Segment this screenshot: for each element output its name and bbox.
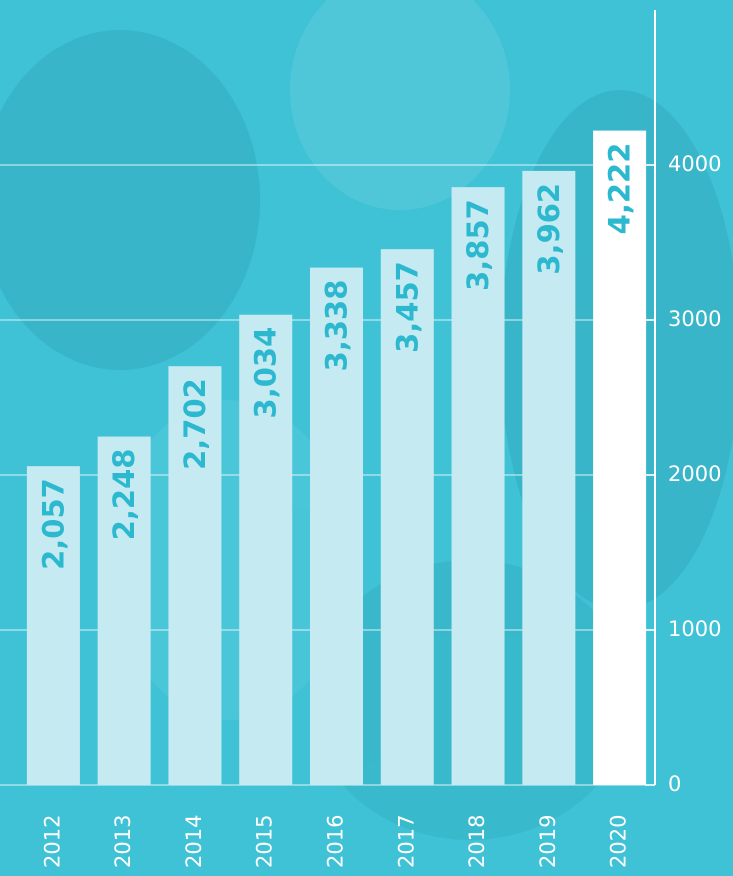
x-tick-label: 2020: [607, 815, 631, 868]
x-tick-label: 2015: [253, 815, 277, 868]
value-label: 3,034: [249, 327, 283, 419]
y-tick-label: 2000: [668, 462, 721, 486]
value-label: 2,702: [178, 378, 212, 470]
value-label: 2,057: [36, 478, 70, 570]
value-label: 3,962: [532, 183, 566, 275]
value-label: 4,222: [603, 143, 637, 235]
x-tick-label: 2013: [111, 815, 135, 868]
x-tick-label: 2017: [394, 815, 418, 868]
x-tick-label: 2014: [182, 815, 206, 868]
bar: [239, 314, 293, 785]
value-label: 3,857: [461, 199, 495, 291]
bar: [26, 466, 80, 785]
bar: [380, 249, 434, 786]
bar: [522, 170, 576, 785]
value-label: 2,248: [107, 449, 141, 541]
y-tick-label: 4000: [668, 152, 721, 176]
x-tick-label: 2018: [465, 815, 489, 868]
bar: [310, 267, 363, 785]
y-tick-label: 1000: [668, 617, 721, 641]
x-tick-label: 2012: [40, 815, 64, 868]
bar: [168, 366, 222, 785]
x-tick-label: 2016: [324, 815, 348, 868]
y-tick-label: 3000: [668, 307, 721, 331]
value-label: 3,338: [320, 280, 354, 372]
y-tick-label: 0: [668, 772, 681, 796]
x-tick-label: 2019: [536, 815, 560, 868]
bar: [593, 130, 647, 786]
bar: [97, 436, 151, 785]
value-label: 3,457: [390, 261, 424, 353]
bar: [451, 187, 505, 786]
